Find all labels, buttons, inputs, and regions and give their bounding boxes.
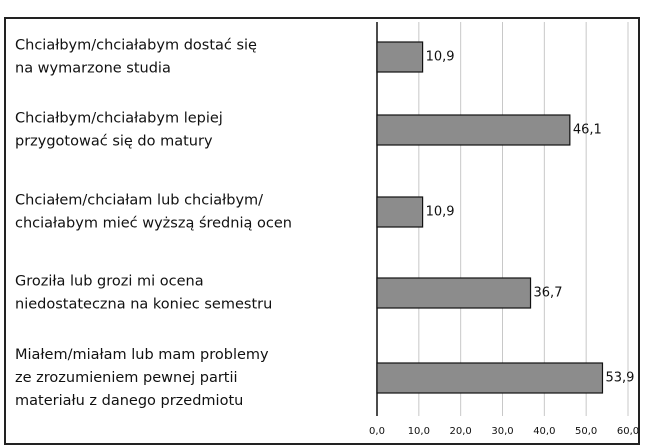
x-tick-label: 10,0	[408, 426, 430, 437]
bar	[376, 196, 424, 228]
bar	[376, 362, 604, 394]
x-tick-label: 20,0	[450, 426, 472, 437]
x-tick-label: 40,0	[533, 426, 555, 437]
category-label: chciałabym mieć wyższą średnią ocen	[15, 216, 292, 232]
x-tick-label: 60,0	[617, 426, 639, 437]
x-tick-label: 50,0	[575, 426, 597, 437]
value-label: 46,1	[573, 123, 602, 138]
value-label: 36,7	[534, 286, 563, 301]
bar	[376, 114, 571, 146]
category-label: materiału z danego przedmiotu	[15, 393, 243, 409]
frame	[4, 17, 640, 445]
x-tick-label: 30,0	[491, 426, 513, 437]
x-tick-label: 0,0	[369, 426, 385, 437]
category-label: przygotować się do matury	[15, 134, 213, 150]
value-label: 10,9	[426, 50, 455, 65]
category-label: Miałem/miałam lub mam problemy	[15, 347, 269, 363]
bar	[376, 277, 532, 309]
category-label: Chciałem/chciałam lub chciałbym/	[15, 193, 263, 209]
category-label: Groziła lub grozi mi ocena	[15, 274, 204, 290]
value-label: 53,9	[605, 371, 634, 386]
value-label: 10,9	[426, 205, 455, 220]
category-label: Chciałbym/chciałabym lepiej	[15, 111, 223, 127]
category-label: ze zrozumieniem pewnej partii	[15, 370, 238, 386]
category-label: niedostateczna na koniec semestru	[15, 297, 272, 313]
category-label: Chciałbym/chciałabym dostać się	[15, 38, 257, 54]
bar	[376, 41, 424, 73]
category-label: na wymarzone studia	[15, 61, 171, 77]
